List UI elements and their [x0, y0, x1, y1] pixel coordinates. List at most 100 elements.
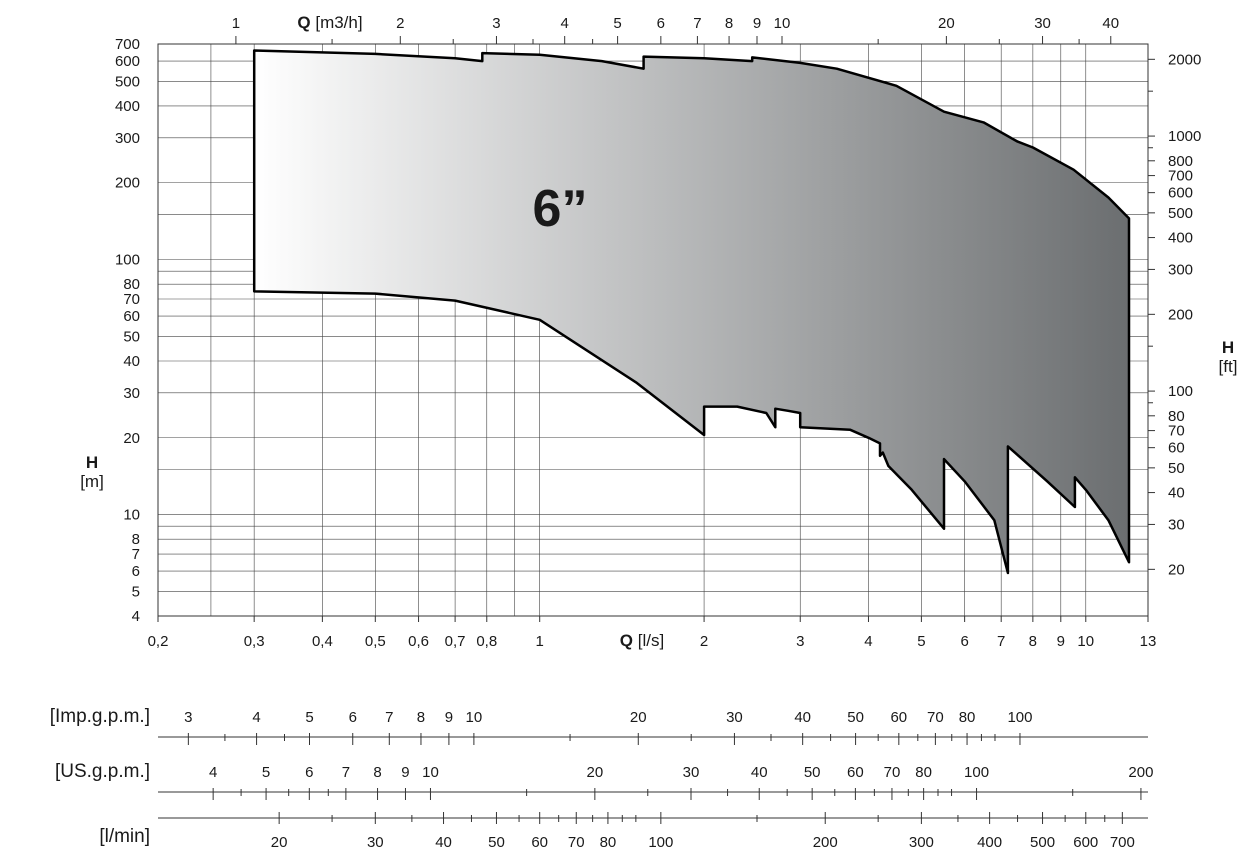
series-label: 6”: [533, 180, 588, 238]
x-top-tick-label: 20: [938, 15, 955, 32]
secondary-tick-label: 60: [890, 709, 907, 726]
x-tick-label: 7: [997, 633, 1005, 650]
y-right-tick-label: 20: [1168, 561, 1185, 578]
x-top-axis-title-unit: [m3/h]: [311, 13, 363, 32]
secondary-tick-label: 200: [1128, 764, 1153, 781]
x-top-tick-label: 2: [396, 15, 404, 32]
x-tick-label: 9: [1057, 633, 1065, 650]
secondary-tick-label: 60: [847, 764, 864, 781]
y-right-tick-label: 2000: [1168, 51, 1201, 68]
x-tick-label: 1: [536, 633, 544, 650]
secondary-tick-label: 700: [1110, 834, 1135, 851]
secondary-tick-label: 80: [600, 834, 617, 851]
y-right-tick-label: 400: [1168, 230, 1193, 247]
secondary-tick-label: 600: [1073, 834, 1098, 851]
secondary-tick-label: 40: [794, 709, 811, 726]
secondary-tick-label: 30: [726, 709, 743, 726]
secondary-tick-label: 30: [683, 764, 700, 781]
x-top-tick-label: 1: [232, 15, 240, 32]
x-top-tick-label: 8: [725, 15, 733, 32]
x-tick-label: 6: [960, 633, 968, 650]
y-tick-label: 60: [123, 308, 140, 325]
y-right-tick-label: 60: [1168, 440, 1185, 457]
y-right-tick-label: 600: [1168, 185, 1193, 202]
secondary-tick-label: 70: [927, 709, 944, 726]
secondary-tick-label: 6: [349, 709, 357, 726]
secondary-tick-label: 8: [417, 709, 425, 726]
secondary-tick-label: 60: [531, 834, 548, 851]
secondary-tick-label: 50: [488, 834, 505, 851]
x-tick-label: 0,6: [408, 633, 429, 650]
secondary-tick-label: 40: [435, 834, 452, 851]
secondary-tick-label: 70: [884, 764, 901, 781]
y-right-tick-label: 1000: [1168, 128, 1201, 145]
secondary-tick-label: 9: [401, 764, 409, 781]
y-right-tick-label: 80: [1168, 408, 1185, 425]
y-tick-label: 100: [115, 252, 140, 269]
y-tick-label: 50: [123, 328, 140, 345]
secondary-tick-label: 70: [568, 834, 585, 851]
x-tick-label: 5: [917, 633, 925, 650]
x-tick-label: 0,4: [312, 633, 333, 650]
secondary-tick-label: 400: [977, 834, 1002, 851]
secondary-tick-label: 4: [252, 709, 260, 726]
y-right-tick-label: 50: [1168, 460, 1185, 477]
x-tick-label: 0,7: [445, 633, 466, 650]
y-right-tick-label: 200: [1168, 306, 1193, 323]
y-tick-label: 70: [123, 291, 140, 308]
secondary-tick-label: 100: [964, 764, 989, 781]
y-tick-label: 8: [132, 531, 140, 548]
x-top-tick-label: 4: [561, 15, 569, 32]
secondary-tick-label: 80: [915, 764, 932, 781]
y-tick-label: 500: [115, 73, 140, 90]
x-top-tick-label: 3: [492, 15, 500, 32]
secondary-axis-label: [US.g.p.m.]: [55, 761, 150, 782]
secondary-tick-label: 20: [271, 834, 288, 851]
x-tick-label: 3: [796, 633, 804, 650]
secondary-tick-label: 20: [587, 764, 604, 781]
secondary-tick-label: 5: [305, 709, 313, 726]
x-tick-label: 0,5: [365, 633, 386, 650]
y-right-tick-label: 800: [1168, 153, 1193, 170]
y-tick-label: 7: [132, 546, 140, 563]
y-axis-title-unit: [m]: [80, 472, 104, 491]
secondary-tick-label: 7: [385, 709, 393, 726]
secondary-tick-label: 100: [1007, 709, 1032, 726]
secondary-tick-label: 9: [445, 709, 453, 726]
y-tick-label: 300: [115, 130, 140, 147]
x-top-tick-label: 30: [1034, 15, 1051, 32]
y-tick-label: 6: [132, 563, 140, 580]
y-tick-label: 10: [123, 507, 140, 524]
secondary-tick-label: 200: [813, 834, 838, 851]
secondary-axis-label: [Imp.g.p.m.]: [50, 706, 150, 727]
y-tick-label: 30: [123, 385, 140, 402]
x-tick-label: 0,3: [244, 633, 265, 650]
x-top-axis-title-symbol: Q: [297, 13, 310, 32]
y-right-tick-label: 40: [1168, 485, 1185, 502]
secondary-tick-label: 6: [305, 764, 313, 781]
x-tick-label: 13: [1140, 633, 1157, 650]
secondary-tick-label: 50: [804, 764, 821, 781]
y-tick-label: 40: [123, 353, 140, 370]
x-top-tick-label: 9: [753, 15, 761, 32]
y-right-axis-title-unit: [ft]: [1219, 357, 1238, 376]
plot-border: [157, 43, 1149, 617]
x-top-tick-label: 5: [613, 15, 621, 32]
y-tick-label: 4: [132, 608, 140, 625]
secondary-tick-label: 30: [367, 834, 384, 851]
secondary-tick-label: 100: [648, 834, 673, 851]
axis-labels: 0,2 0,3 0,4 0,5 0,6 0,7 0,8 1 2 3 4 5 6 7 8 9 10 13Q [l/s…: [80, 13, 1237, 650]
secondary-tick-label: 3: [184, 709, 192, 726]
secondary-tick-label: 20: [630, 709, 647, 726]
x-top-tick-label: 10: [774, 15, 791, 32]
x-top-axis-title: Q [m3/h]: [297, 13, 362, 32]
y-right-tick-label: 300: [1168, 261, 1193, 278]
secondary-axis-label: [l/min]: [99, 826, 150, 847]
y-tick-label: 700: [115, 36, 140, 53]
x-tick-label: 0,8: [476, 633, 497, 650]
secondary-tick-label: 8: [373, 764, 381, 781]
x-tick-label: 4: [864, 633, 872, 650]
y-right-tick-label: 70: [1168, 423, 1185, 440]
x-top-tick-label: 6: [657, 15, 665, 32]
